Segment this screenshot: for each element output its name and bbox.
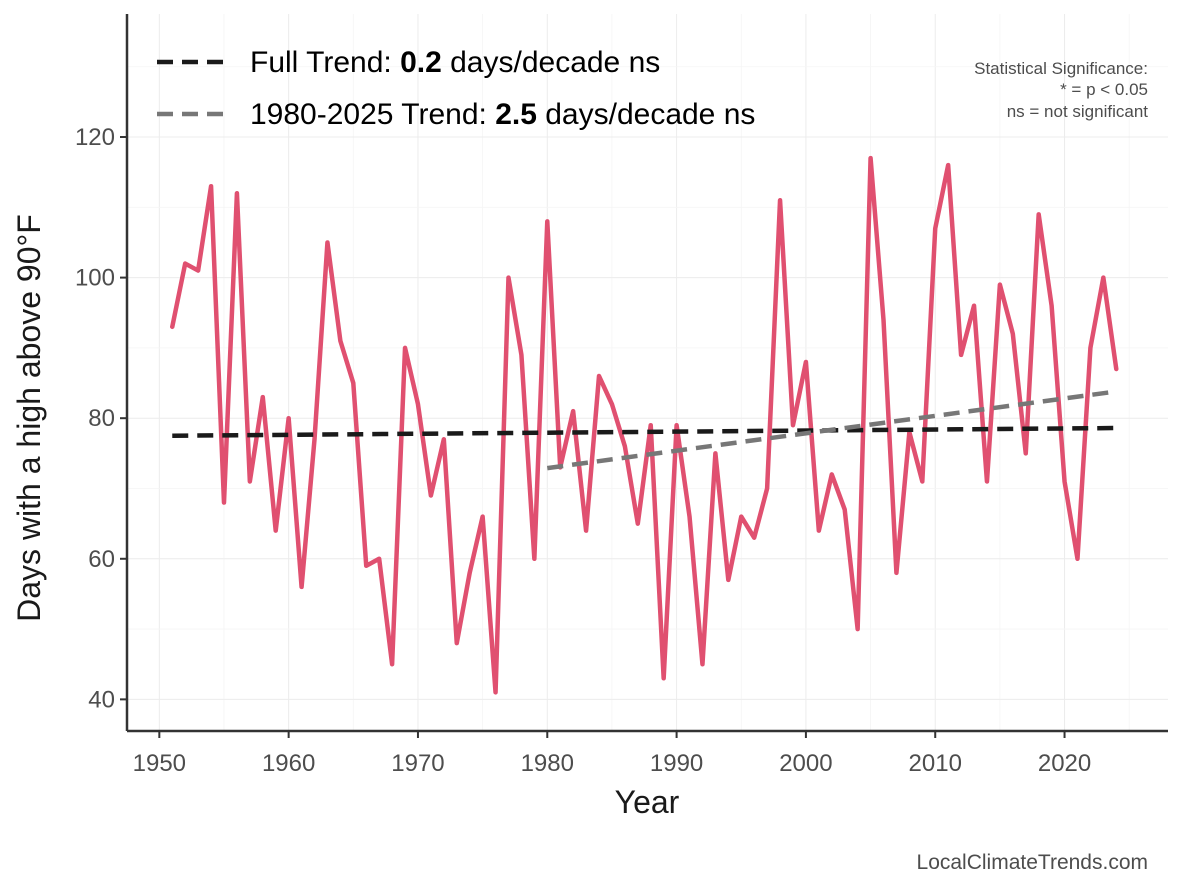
- legend-full-prefix: Full Trend:: [250, 46, 400, 79]
- series-line: [170, 155, 1119, 695]
- x-tick-label: 2010: [909, 750, 962, 777]
- y-tick-label: 100: [75, 265, 115, 292]
- y-tick-label: 40: [88, 686, 115, 713]
- x-tick-label: 1970: [391, 750, 444, 777]
- x-tick-label: 2020: [1038, 750, 1091, 777]
- data-series: [170, 155, 1119, 695]
- legend-recent-prefix: 1980-2025 Trend:: [250, 98, 495, 131]
- y-tick-label: 80: [88, 405, 115, 432]
- legend-full-value: 0.2: [400, 46, 442, 79]
- x-tick-label: 1990: [650, 750, 703, 777]
- axes: [125, 14, 1168, 733]
- legend-label-full-trend: Full Trend: 0.2 days/decade ns: [250, 46, 660, 79]
- significance-ns: ns = not significant: [1007, 102, 1149, 121]
- legend-recent-suffix: days/decade ns: [537, 98, 755, 131]
- full-trend-line: [172, 425, 1117, 439]
- x-axis-title: Year: [615, 784, 680, 820]
- legend-recent-value: 2.5: [495, 98, 537, 131]
- y-axis-title: Days with a high above 90°F: [11, 214, 47, 622]
- significance-title: Statistical Significance:: [974, 59, 1148, 78]
- x-axis-ticks: 1950 1960 1970 1980 1990 2000 2010 2020: [133, 731, 1091, 777]
- significance-star: * = p < 0.05: [1060, 80, 1148, 99]
- y-axis-ticks: 40 60 80 100 120: [75, 124, 127, 713]
- trend-lines: [172, 389, 1117, 471]
- legend-label-recent-trend: 1980-2025 Trend: 2.5 days/decade ns: [250, 98, 755, 131]
- credit-text: LocalClimateTrends.com: [917, 851, 1148, 874]
- x-tick-label: 1950: [133, 750, 186, 777]
- y-tick-label: 120: [75, 124, 115, 151]
- significance-note: Statistical Significance: * = p < 0.05 n…: [974, 59, 1148, 121]
- legend: Full Trend: 0.2 days/decade ns 1980-2025…: [157, 46, 755, 131]
- x-tick-label: 2000: [779, 750, 832, 777]
- x-tick-label: 1980: [521, 750, 574, 777]
- legend-full-suffix: days/decade ns: [442, 46, 660, 79]
- y-tick-label: 60: [88, 546, 115, 573]
- x-tick-label: 1960: [262, 750, 315, 777]
- recent-trend-line: [546, 389, 1117, 471]
